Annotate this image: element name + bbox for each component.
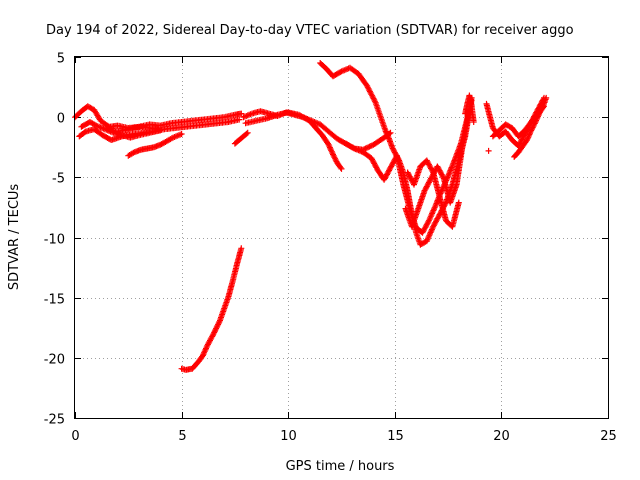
y-tick-labels: -25 -20 -15 -10 -5 0 5	[44, 52, 65, 428]
series-track-j	[317, 60, 390, 136]
data-point	[236, 116, 243, 123]
grid	[75, 57, 608, 418]
data-point	[243, 130, 250, 137]
data-point	[485, 147, 492, 154]
data-point	[168, 135, 175, 142]
series-track-n	[404, 157, 462, 230]
x-axis-title: GPS time / hours	[286, 459, 395, 474]
data-point	[92, 121, 98, 128]
plot-frame	[74, 56, 609, 419]
data-points	[72, 60, 550, 373]
series-track-e	[104, 123, 162, 135]
x-tick-label: 5	[178, 429, 186, 444]
x-tick-label: 0	[71, 429, 79, 444]
data-point	[371, 98, 378, 105]
x-tick-label: 15	[387, 429, 404, 444]
data-point	[470, 119, 477, 125]
x-tick-labels: 0 5 10 15 20 25	[71, 429, 616, 444]
data-point	[429, 168, 436, 175]
data-point	[238, 110, 245, 117]
data-point	[338, 165, 345, 172]
data-point	[440, 174, 447, 181]
data-point	[543, 94, 550, 101]
series-track-o	[462, 92, 477, 125]
series-track-g	[178, 245, 245, 373]
y-tick-label: -5	[52, 172, 65, 187]
series-track-r	[511, 94, 550, 160]
data-point	[337, 164, 344, 171]
data-point	[155, 126, 162, 133]
data-point	[455, 199, 462, 206]
x-tick-label: 20	[493, 429, 510, 444]
y-tick-label: 5	[57, 52, 65, 67]
x-tick-label: 10	[280, 429, 297, 444]
x-tick-label: 25	[600, 429, 617, 444]
y-tick-label: -15	[44, 293, 65, 308]
data-point	[530, 123, 537, 130]
series-track-d	[125, 131, 185, 159]
data-point	[238, 245, 245, 252]
data-point	[209, 332, 216, 339]
y-axis-title: SDTVAR / TECUs	[7, 184, 22, 291]
y-tick-label: 0	[57, 112, 65, 127]
series-track-f	[231, 129, 251, 147]
axis-ticks	[75, 57, 609, 419]
y-tick-label: -20	[44, 353, 65, 368]
y-tick-label: -25	[44, 413, 65, 428]
data-point	[244, 129, 251, 136]
chart-title: Day 194 of 2022, Sidereal Day-to-day VTE…	[46, 23, 574, 38]
series-track-i	[242, 109, 345, 172]
y-tick-label: -10	[44, 233, 65, 248]
data-point	[178, 131, 185, 137]
series-track-s	[485, 147, 492, 154]
